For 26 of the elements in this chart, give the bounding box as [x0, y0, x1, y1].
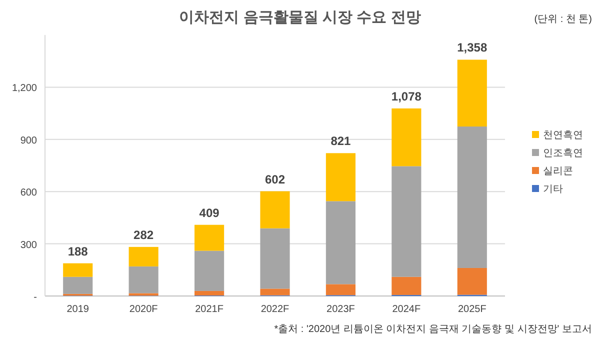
- chart-title: 이차전지 음극활물질 시장 수요 전망: [179, 9, 421, 26]
- total-label: 282: [134, 228, 154, 242]
- legend-label: 천연흑연: [543, 130, 583, 141]
- y-tick-label: 300: [20, 240, 38, 251]
- x-tick-label: 2025F: [458, 304, 486, 315]
- text: *출처 : '2020년 리튬이온 이차전지 음극재 기술동향 및 시장전망' 보고서: [274, 324, 592, 335]
- x-tick-label: 2021F: [195, 304, 224, 315]
- total-label: 821: [330, 134, 352, 148]
- legend-label: 기타: [543, 184, 563, 195]
- legend-label: 실리콘: [543, 166, 573, 177]
- total-label: 1,078: [391, 89, 422, 104]
- total-label: 409: [199, 206, 220, 220]
- total-label: 188: [68, 244, 88, 258]
- y-tick-label: 900: [20, 135, 38, 146]
- text: (단위 : 천 톤): [534, 14, 592, 25]
- total-label: 1,358: [457, 40, 488, 55]
- x-tick-label: 2019: [66, 304, 90, 315]
- y-tick-label: -: [34, 292, 37, 303]
- y-tick-label: 600: [20, 188, 38, 199]
- x-tick-label: 2023F: [326, 304, 355, 315]
- total-label: 602: [264, 172, 286, 186]
- legend-label: 인조흑연: [543, 148, 583, 159]
- x-tick-label: 2020F: [129, 304, 158, 315]
- x-tick-label: 2022F: [260, 304, 290, 315]
- y-tick-label: 1,200: [12, 83, 38, 94]
- x-tick-label: 2024F: [392, 304, 421, 315]
